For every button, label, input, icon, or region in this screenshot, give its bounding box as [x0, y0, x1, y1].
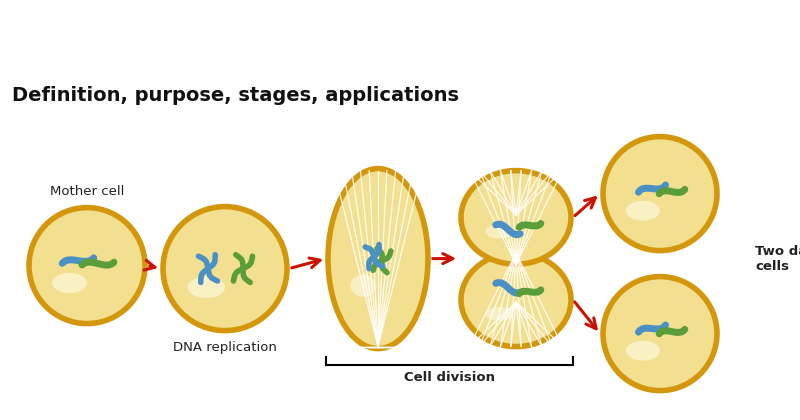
Ellipse shape — [494, 199, 538, 236]
Ellipse shape — [622, 296, 698, 372]
Ellipse shape — [461, 171, 571, 264]
Text: Mother cell: Mother cell — [50, 185, 124, 197]
Ellipse shape — [472, 180, 560, 255]
Ellipse shape — [631, 165, 689, 222]
Ellipse shape — [368, 241, 388, 277]
Ellipse shape — [461, 253, 571, 346]
Ellipse shape — [350, 274, 375, 297]
Ellipse shape — [641, 315, 679, 353]
Ellipse shape — [214, 258, 235, 279]
Ellipse shape — [631, 305, 689, 362]
Ellipse shape — [483, 272, 549, 328]
Ellipse shape — [626, 341, 660, 361]
Ellipse shape — [58, 236, 116, 294]
Ellipse shape — [650, 324, 670, 343]
Ellipse shape — [650, 184, 670, 203]
Ellipse shape — [505, 290, 527, 309]
Ellipse shape — [204, 248, 246, 289]
Ellipse shape — [184, 227, 266, 310]
Ellipse shape — [163, 207, 287, 331]
Ellipse shape — [622, 155, 698, 231]
Ellipse shape — [348, 205, 408, 312]
Ellipse shape — [29, 207, 145, 323]
Ellipse shape — [641, 175, 679, 213]
Ellipse shape — [603, 136, 717, 251]
Text: DNA replication: DNA replication — [173, 341, 277, 354]
Ellipse shape — [626, 201, 660, 220]
Ellipse shape — [613, 286, 707, 381]
Ellipse shape — [486, 224, 514, 239]
Ellipse shape — [48, 227, 126, 304]
Ellipse shape — [194, 238, 256, 299]
Ellipse shape — [358, 223, 398, 294]
Ellipse shape — [461, 253, 571, 346]
Ellipse shape — [328, 168, 428, 349]
Text: Mitosis: Mitosis — [12, 21, 180, 63]
Ellipse shape — [29, 207, 145, 323]
Ellipse shape — [174, 217, 277, 320]
Ellipse shape — [603, 277, 717, 391]
Ellipse shape — [38, 217, 135, 314]
Ellipse shape — [461, 171, 571, 264]
Ellipse shape — [486, 307, 514, 321]
Ellipse shape — [338, 186, 418, 331]
Ellipse shape — [78, 256, 97, 275]
Text: Two daughter
cells: Two daughter cells — [755, 244, 800, 273]
Ellipse shape — [613, 146, 707, 241]
Text: Definition, purpose, stages, applications: Definition, purpose, stages, application… — [12, 86, 459, 105]
Text: Cell division: Cell division — [404, 370, 495, 383]
Ellipse shape — [483, 189, 549, 246]
Ellipse shape — [163, 207, 287, 331]
Ellipse shape — [188, 276, 225, 298]
Ellipse shape — [603, 277, 717, 391]
Ellipse shape — [328, 168, 428, 349]
Ellipse shape — [603, 136, 717, 251]
Ellipse shape — [52, 273, 87, 293]
Ellipse shape — [68, 246, 106, 285]
Ellipse shape — [472, 262, 560, 337]
Ellipse shape — [505, 208, 527, 227]
Ellipse shape — [494, 281, 538, 318]
